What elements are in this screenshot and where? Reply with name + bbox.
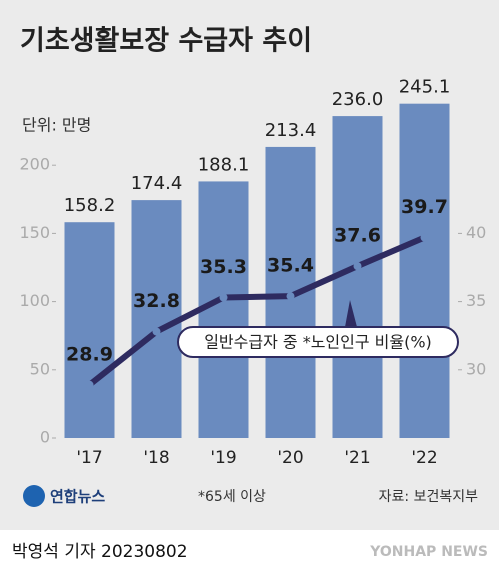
line-value-label: 39.7 [401,196,448,218]
bar [131,200,182,438]
line-marker [152,327,161,336]
line-value-label: 37.6 [334,225,381,247]
line-marker [420,233,429,242]
x-tick-label: '22 [411,448,437,468]
line [87,234,426,388]
line-value-label: 35.3 [200,256,247,278]
y2-tick-label: 30 [466,359,486,378]
bar-value-label: 213.4 [265,120,317,141]
x-tick-label: '19 [210,448,236,468]
line-value-label: 35.4 [267,255,314,277]
byline: 박영석 기자 20230802 [12,542,188,562]
y-tick-label: 0 [40,428,50,447]
line-value-label: 32.8 [133,290,180,312]
bar [399,103,450,439]
y-tick-label: 200 [19,155,50,174]
legend-label: 일반수급자 중 *노인인구 비율(%) [204,333,432,352]
x-tick-label: '18 [143,448,169,468]
y-tick-label: 150 [19,223,50,242]
line-marker [85,380,94,389]
bar-value-label: 245.1 [399,77,451,98]
x-tick-label: '17 [76,448,102,468]
annotation-pointer [345,300,357,327]
bar [64,222,115,438]
bar-value-label: 188.1 [198,154,250,175]
x-tick-label: '21 [344,448,370,468]
footnote: *65세 이상 [198,489,266,505]
line-value-label: 28.9 [66,343,113,365]
x-tick-label: '20 [277,448,303,468]
source: 자료: 보건복지부 [379,489,478,505]
watermark: YONHAP NEWS [369,544,488,560]
logo-icon [23,485,45,507]
bar [198,181,249,439]
y-tick-label: 50 [30,359,50,378]
y2-tick-label: 40 [466,223,486,242]
bar-value-label: 236.0 [332,89,384,110]
chart-title: 기초생활보장 수급자 추이 [20,26,312,57]
bar [332,116,383,438]
line-marker [286,292,295,301]
bar-value-label: 174.4 [131,173,183,194]
footer-strip [0,530,499,573]
line-marker [353,262,362,271]
line-marker [219,293,228,302]
unit-label: 단위: 만명 [22,116,91,135]
y-tick-label: 100 [19,291,50,310]
annotation-box [177,326,459,358]
logo: 연합뉴스 [50,488,105,506]
bar-value-label: 158.2 [64,195,116,216]
y2-tick-label: 35 [466,291,486,310]
